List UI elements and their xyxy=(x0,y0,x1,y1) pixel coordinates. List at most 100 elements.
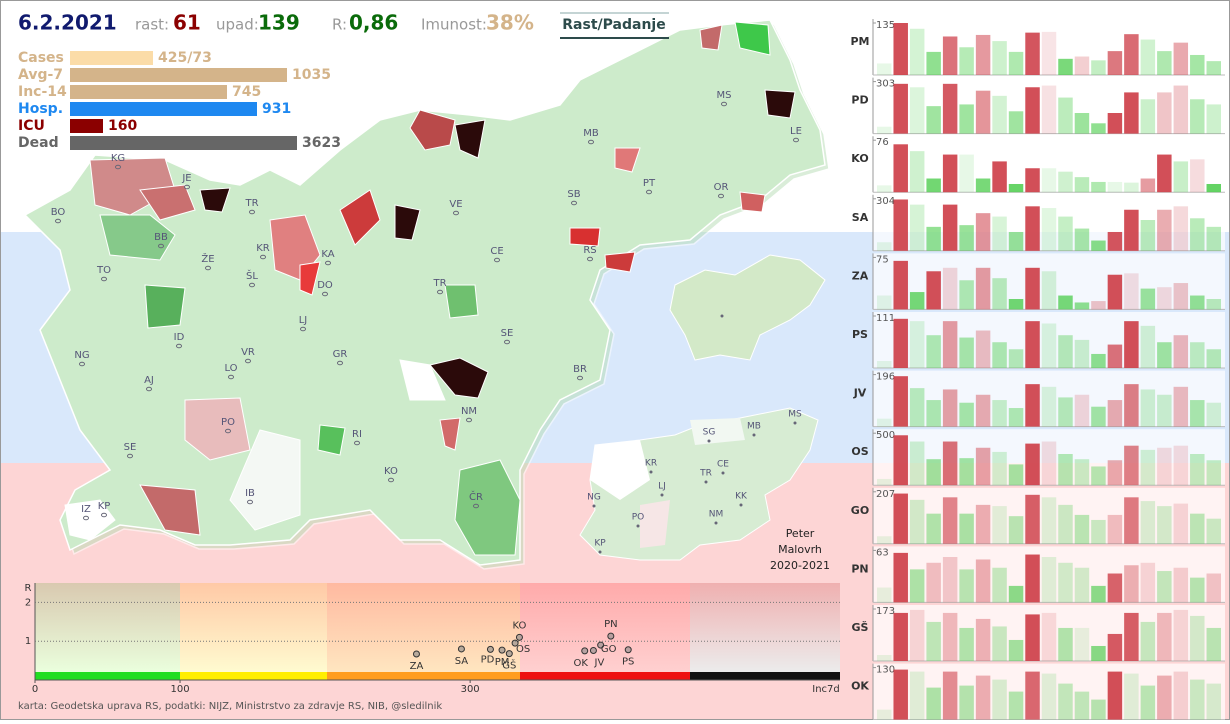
region xyxy=(64,499,116,541)
stat-bar xyxy=(70,119,103,133)
scatter-point xyxy=(412,650,420,658)
bar xyxy=(1206,683,1221,720)
region xyxy=(429,357,489,399)
x-tick-label: 100 xyxy=(170,684,189,695)
stat-value: 160 xyxy=(108,118,137,134)
r-value: 0,86 xyxy=(349,11,398,35)
stat-label: Cases xyxy=(18,50,64,66)
bar xyxy=(1140,562,1156,603)
scatter-point xyxy=(457,645,465,653)
bar xyxy=(926,335,941,368)
map-dot xyxy=(587,256,593,262)
bar xyxy=(1107,51,1123,75)
map-dot xyxy=(718,193,724,199)
bar xyxy=(1107,231,1123,251)
map-dot xyxy=(55,218,61,224)
credit: 2020-2021 xyxy=(770,559,830,572)
bar xyxy=(893,669,908,720)
region xyxy=(569,227,601,247)
scatter-point xyxy=(589,647,597,655)
bar xyxy=(1107,633,1123,661)
map-label: VR xyxy=(241,347,255,358)
bar xyxy=(926,178,941,193)
bar xyxy=(975,675,991,720)
bar xyxy=(877,185,892,193)
bar xyxy=(1025,494,1040,544)
map-label: ČR xyxy=(469,490,483,503)
region xyxy=(409,109,456,151)
panel-bg xyxy=(873,487,1225,544)
bar xyxy=(1058,295,1073,310)
bar xyxy=(1008,464,1024,486)
mini-map-dot xyxy=(720,314,724,318)
bar xyxy=(942,204,958,251)
bar xyxy=(1124,34,1139,75)
date: 6.2.2021 xyxy=(18,11,117,35)
map-dot xyxy=(146,386,152,392)
scatter-point xyxy=(515,633,523,641)
bar xyxy=(975,178,991,193)
bar xyxy=(1124,209,1139,251)
bar xyxy=(1107,274,1123,310)
bar xyxy=(1206,226,1221,251)
rise: 61 xyxy=(173,11,201,35)
map-regions xyxy=(64,21,796,556)
bar xyxy=(1140,99,1156,134)
toggle-button[interactable]: Rast/Padanje xyxy=(562,17,665,33)
region xyxy=(317,424,346,456)
bar xyxy=(1091,60,1106,75)
bar xyxy=(1206,183,1221,193)
bar xyxy=(1140,220,1156,251)
bar xyxy=(893,552,908,603)
bar xyxy=(992,278,1007,310)
bar xyxy=(877,709,892,720)
risk-strip xyxy=(690,672,840,680)
immunity-label: Imunost: xyxy=(421,16,487,34)
bar xyxy=(1173,85,1189,134)
map-label: MB xyxy=(583,128,599,139)
mini-map-dot xyxy=(721,471,725,475)
bar xyxy=(1058,683,1073,720)
bar xyxy=(1091,301,1106,310)
scatter-point xyxy=(505,650,513,658)
bar xyxy=(1074,514,1090,544)
map-dot xyxy=(473,503,479,509)
bar xyxy=(1025,87,1040,134)
bar xyxy=(1074,459,1090,486)
mini-map-label: PO xyxy=(632,513,645,523)
bar xyxy=(992,216,1007,251)
bar xyxy=(877,242,892,251)
bar xyxy=(1107,460,1123,486)
map-label: OR xyxy=(714,182,729,193)
bar xyxy=(1074,302,1090,310)
panel-name: PD xyxy=(851,94,868,107)
map-label: ŠL xyxy=(246,269,258,282)
panel-name: ZA xyxy=(852,269,869,282)
bar xyxy=(1058,171,1073,193)
map-dot xyxy=(453,210,459,216)
bar xyxy=(1091,123,1106,134)
bar xyxy=(893,83,908,134)
risk-band xyxy=(520,583,690,672)
map-label: BR xyxy=(573,364,587,375)
bar xyxy=(1041,323,1057,368)
bar xyxy=(926,226,941,251)
bar xyxy=(992,506,1007,544)
panel-max-label: 196 xyxy=(876,372,895,383)
region xyxy=(454,459,521,556)
bar xyxy=(1091,240,1106,251)
bar xyxy=(1157,506,1172,544)
map-dot xyxy=(245,358,251,364)
bar xyxy=(1124,673,1139,720)
bar xyxy=(1058,216,1073,251)
panel-max-label: 207 xyxy=(876,489,895,500)
bar xyxy=(1206,299,1221,310)
scatter-point xyxy=(624,646,632,654)
bar xyxy=(926,271,941,310)
bar xyxy=(1124,182,1139,193)
bar xyxy=(959,47,974,75)
scatter-point xyxy=(498,646,506,654)
point-label: OK xyxy=(574,658,589,669)
